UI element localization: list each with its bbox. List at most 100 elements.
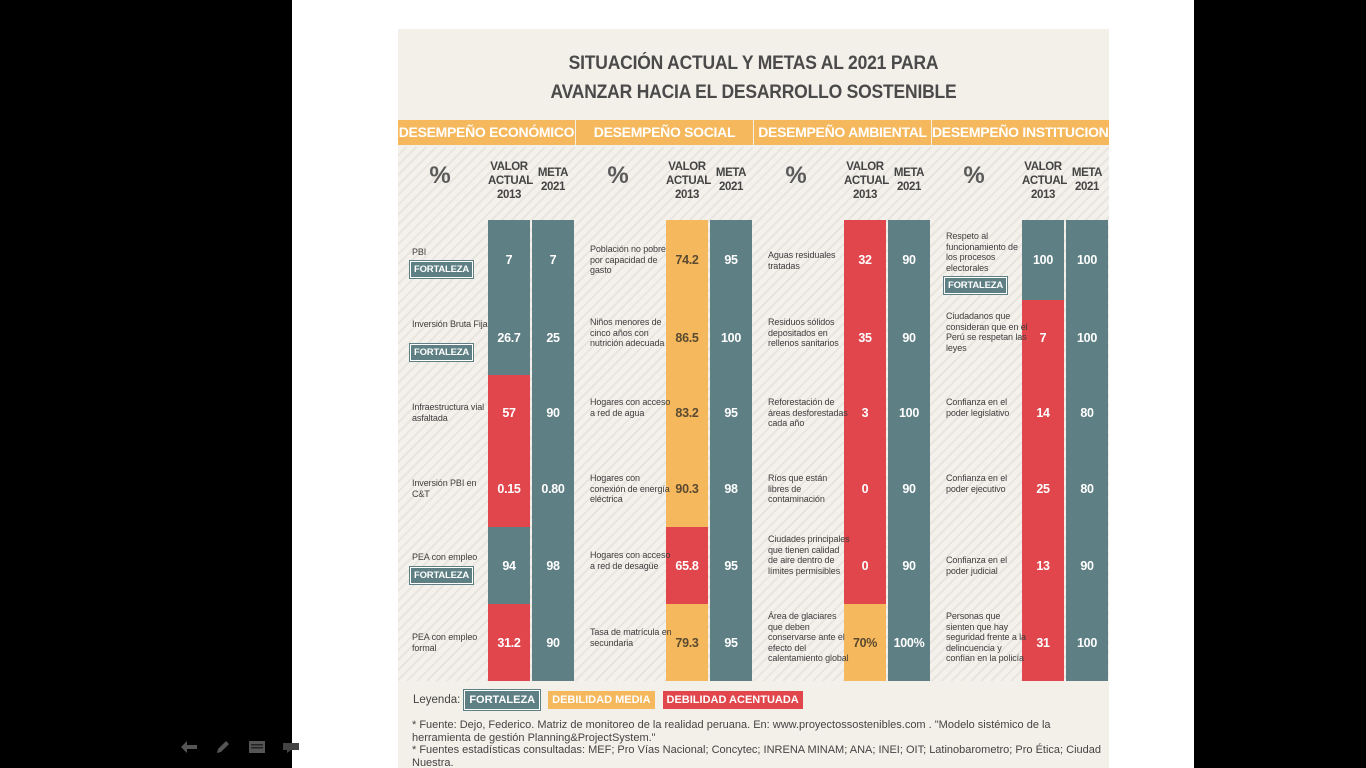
goal-value-cell: 90 [888,220,930,300]
goal-value-cell: 90 [888,527,930,604]
indicator-label: PEA con empleo formal [412,632,478,653]
current-value-cell: 0 [844,450,886,527]
indicator-label: Reforestación de áreas desforestadas cad… [768,397,848,428]
goal-value-cell: 100 [1066,604,1108,681]
goal-value: 25 [546,330,560,345]
current-value-header: VALOR ACTUAL 2013 [666,161,711,201]
current-value-header: VALOR ACTUAL 2013 [1022,161,1067,201]
current-value-cell: 74.2 [666,220,708,300]
presentation-toolbar [180,738,300,756]
current-value-cell: 7 [488,220,530,300]
current-value-header: VALOR ACTUAL 2013 [844,161,889,201]
goal-value-cell: 100% [888,604,930,681]
current-value: 7 [1039,330,1047,345]
back-arrow-icon[interactable] [180,738,198,756]
fortaleza-badge: FORTALEZA [408,260,475,279]
indicator-label: Hogares con conexión de energía eléctric… [590,473,670,504]
current-value: 32 [858,253,872,267]
indicator-label: Respeto al funcionamiento de los proceso… [946,231,1018,273]
current-value: 35 [858,330,872,345]
current-value: 13 [1036,558,1050,573]
goal-header: META 2021 [715,167,747,193]
section-header: DESEMPEÑO SOCIAL [576,120,753,145]
indicator-label: Ciudadanos que consideran que en el Perú… [946,311,1028,353]
goal-value: 80 [1080,405,1094,420]
current-value: 7 [505,253,513,267]
fortaleza-badge: FORTALEZA [408,343,475,362]
goal-value: 95 [724,558,738,573]
current-value-cell: 25 [1022,450,1064,527]
goal-header: META 2021 [1071,167,1103,193]
goal-value-cell: 80 [1066,450,1108,527]
legend-debilidad-media: DEBILIDAD MEDIA [548,691,655,709]
goal-value: 90 [902,558,916,573]
goal-value: 95 [724,635,738,650]
footnote-statistics: * Fuentes estadísticas consultadas: MEF;… [412,744,1102,768]
goal-value-cell: 98 [710,450,752,527]
legend: Leyenda: FORTALEZA DEBILIDAD MEDIA DEBIL… [413,689,803,711]
indicator-label: Hogares con acceso a red de agua [590,397,671,418]
indicator-label: Tasa de matrícula en secundaria [590,627,672,648]
current-value-cell: 0 [844,527,886,604]
current-value-cell: 3 [844,375,886,450]
current-value-cell: 31 [1022,604,1064,681]
indicator-label: Área de glaciares que deben conservarse … [768,611,849,663]
indicator-label: Residuos sólidos depositados en rellenos… [768,317,839,348]
indicator-label: Hogares con acceso a red de desagüe [590,550,671,571]
goal-value-cell: 90 [888,450,930,527]
current-value: 94 [502,558,516,573]
current-value-cell: 65.8 [666,527,708,604]
current-value-cell: 0.15 [488,450,530,527]
percent-header: % [963,162,985,189]
percent-header: % [429,162,451,189]
goal-value: 90 [1080,558,1094,573]
slides-icon[interactable] [248,738,266,756]
current-value: 3 [861,405,869,420]
goal-value: 95 [724,253,738,267]
goal-value-cell: 7 [532,220,574,300]
current-value: 57 [502,405,516,420]
indicator-label: PEA con empleo [412,552,478,562]
current-value: 74.2 [675,253,699,267]
current-value-cell: 14 [1022,375,1064,450]
indicator-label: Confianza en el poder judicial [946,555,1008,576]
goal-value-cell: 90 [888,300,930,375]
slide: SITUACIÓN ACTUAL Y METAS AL 2021 PARA AV… [292,0,1194,768]
goal-value-cell: 95 [710,527,752,604]
current-value-cell: 90.3 [666,450,708,527]
current-value: 26.7 [497,330,521,345]
indicator-label: Ciudades principales que tienen calidad … [768,534,850,576]
percent-header: % [607,162,629,189]
indicator-label: Inversión PBI en C&T [412,478,477,499]
current-value: 31 [1036,635,1050,650]
goal-value-cell: 95 [710,375,752,450]
goal-value: 100 [721,330,741,345]
goal-value: 7 [549,253,557,267]
goal-value-cell: 90 [532,375,574,450]
goal-value: 100 [1077,330,1097,345]
goal-value: 0.80 [541,481,565,496]
goal-header: META 2021 [537,167,569,193]
goal-value-cell: 100 [888,375,930,450]
goal-value: 100 [1077,635,1097,650]
goal-value: 90 [902,330,916,345]
percent-header: % [785,162,807,189]
current-value: 100 [1033,253,1053,267]
current-value-cell: 100 [1022,220,1064,300]
current-value: 25 [1036,481,1050,496]
footnotes: * Fuente: Dejo, Federico. Matriz de moni… [412,719,1102,768]
current-value: 0 [861,481,869,496]
current-value-cell: 7 [1022,300,1064,375]
goal-value: 80 [1080,481,1094,496]
legend-debilidad-acentuada: DEBILIDAD ACENTUADA [662,691,803,709]
pen-icon[interactable] [214,738,232,756]
section-header: DESEMPEÑO INSTITUCIONAL [932,120,1109,145]
current-value: 86.5 [675,330,699,345]
footnote-source: * Fuente: Dejo, Federico. Matriz de moni… [412,719,1051,744]
goal-value: 98 [724,481,738,496]
legend-fortaleza: FORTALEZA [463,689,542,711]
current-value: 0.15 [497,481,521,496]
goal-value-cell: 90 [532,604,574,681]
current-value: 65.8 [675,558,699,573]
menu-icon[interactable] [282,738,300,756]
